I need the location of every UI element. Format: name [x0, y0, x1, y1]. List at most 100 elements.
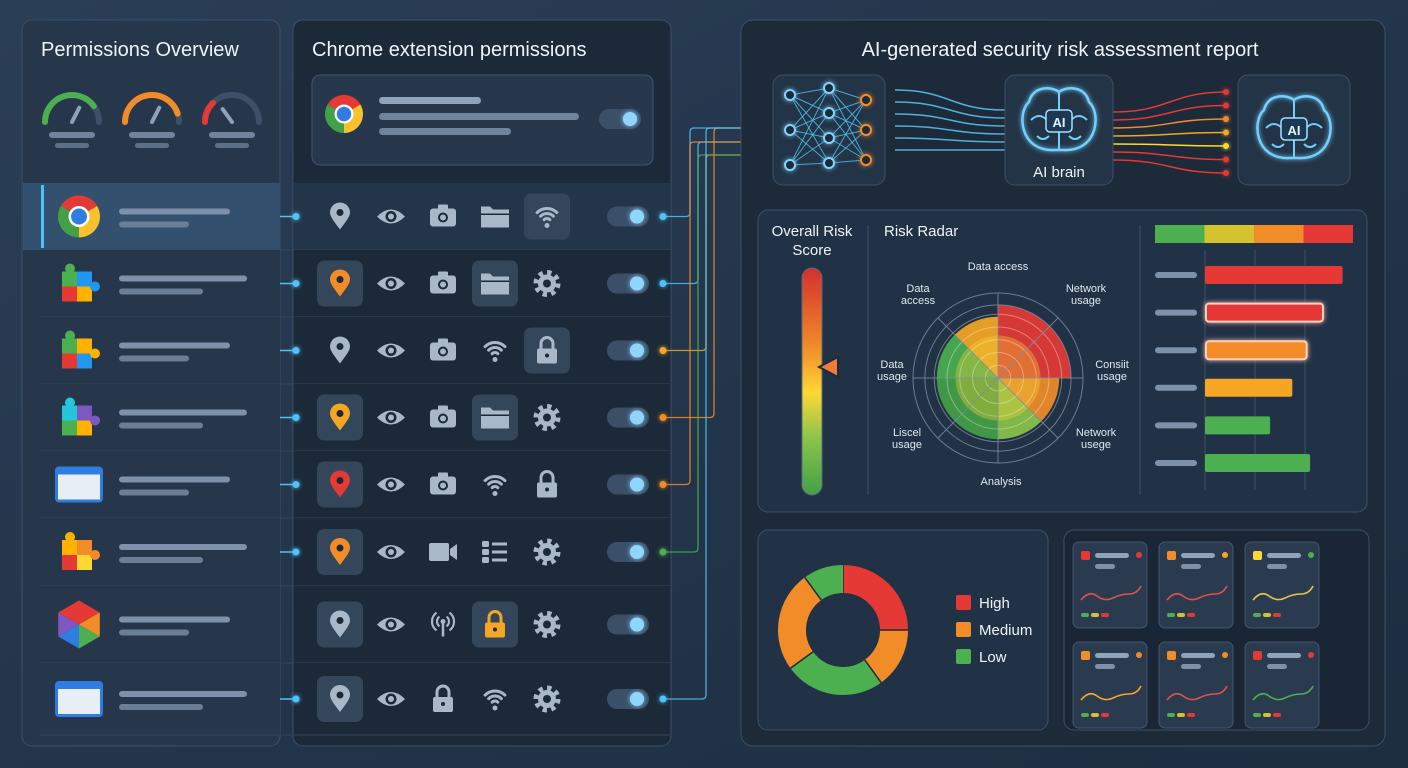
- video-icon: [429, 543, 457, 561]
- severity-scale-segment: [1303, 225, 1353, 243]
- radar-axis-label: Network: [1066, 283, 1107, 295]
- permission-toggle[interactable]: [607, 689, 649, 709]
- permission-pin[interactable]: [317, 394, 363, 441]
- permission-pin[interactable]: [330, 336, 350, 364]
- permission-wifi[interactable]: [483, 475, 507, 497]
- connector-dot: [292, 414, 300, 421]
- risk-score-bar: [801, 267, 823, 496]
- lock-icon: [433, 684, 453, 712]
- donut-segment: [804, 565, 844, 601]
- permission-camera[interactable]: [430, 338, 456, 361]
- connector-dot: [659, 481, 667, 488]
- gauge-needle-icon: [150, 105, 162, 124]
- puzzle-icon: [62, 330, 100, 369]
- permission-lock[interactable]: [524, 327, 570, 374]
- risk-bar: [1205, 454, 1311, 472]
- permission-pin[interactable]: [317, 601, 363, 648]
- radar-axis-label: Data: [880, 359, 904, 371]
- permission-gear[interactable]: [533, 404, 561, 431]
- gear-icon: [533, 538, 561, 566]
- permission-pin[interactable]: [330, 202, 350, 230]
- permission-pin[interactable]: [317, 676, 363, 722]
- severity-scale-segment: [1204, 225, 1254, 243]
- permission-gear[interactable]: [533, 538, 561, 566]
- permission-pin[interactable]: [317, 461, 363, 508]
- connector-dot: [659, 280, 667, 287]
- extension-row[interactable]: [23, 250, 670, 318]
- donut-legend: High Medium Low: [956, 595, 1032, 666]
- ai-chip-label: AI: [1053, 115, 1066, 130]
- extension-row[interactable]: [23, 663, 670, 736]
- legend-label: Medium: [979, 622, 1032, 639]
- gear-icon: [533, 685, 561, 713]
- permission-eye[interactable]: [377, 617, 405, 632]
- mini-chart-card[interactable]: [1244, 641, 1320, 729]
- mini-chart-card[interactable]: [1072, 641, 1148, 729]
- lock-icon: [485, 610, 505, 638]
- permission-camera[interactable]: [430, 271, 456, 294]
- permission-toggle[interactable]: [607, 407, 649, 428]
- mini-chart-card[interactable]: [1072, 541, 1148, 629]
- permission-eye[interactable]: [377, 692, 405, 706]
- permission-wifi[interactable]: [483, 341, 507, 363]
- permission-pin[interactable]: [317, 529, 363, 575]
- connector-dot: [292, 481, 300, 488]
- permission-video[interactable]: [429, 543, 457, 561]
- permission-pin[interactable]: [317, 260, 363, 307]
- permission-gear[interactable]: [533, 611, 561, 638]
- connector-dot: [659, 548, 667, 556]
- permission-camera[interactable]: [430, 204, 456, 227]
- permission-wifi[interactable]: [483, 689, 507, 711]
- permission-toggle[interactable]: [607, 542, 649, 562]
- permission-toggle[interactable]: [607, 273, 649, 294]
- extension-row[interactable]: [23, 451, 670, 519]
- placeholder-line: [119, 557, 203, 563]
- permission-eye[interactable]: [377, 545, 405, 559]
- extension-row[interactable]: [23, 183, 670, 251]
- mini-chart-card[interactable]: [1244, 541, 1320, 629]
- permission-gear[interactable]: [533, 685, 561, 713]
- permission-wifi[interactable]: [524, 193, 570, 240]
- permission-lock[interactable]: [433, 684, 453, 712]
- risk-bar: [1205, 340, 1308, 361]
- permission-lock[interactable]: [537, 470, 557, 498]
- permission-folder[interactable]: [481, 206, 509, 228]
- permission-eye[interactable]: [377, 410, 405, 425]
- extension-header-card[interactable]: [311, 74, 654, 166]
- permission-list[interactable]: [482, 541, 507, 563]
- permission-eye[interactable]: [377, 276, 405, 291]
- pin-icon: [330, 269, 350, 297]
- permission-lock[interactable]: [472, 601, 518, 648]
- neural-network-icon: [772, 74, 886, 186]
- extension-row[interactable]: [23, 317, 670, 385]
- extension-row[interactable]: [23, 384, 670, 452]
- extension-row[interactable]: [23, 586, 670, 664]
- permission-eye[interactable]: [377, 477, 405, 492]
- data-flow-lines: [894, 89, 1229, 176]
- permission-eye[interactable]: [377, 209, 405, 224]
- permission-toggle[interactable]: [607, 474, 649, 495]
- puzzle-icon: [62, 263, 100, 302]
- ai-brain-icon: AI: [1237, 74, 1351, 186]
- list-icon: [482, 541, 507, 563]
- connector-dot: [292, 347, 300, 354]
- permission-toggle[interactable]: [607, 614, 649, 635]
- permission-toggle[interactable]: [607, 340, 649, 361]
- legend-label: High: [979, 595, 1010, 612]
- mini-chart-card[interactable]: [1158, 541, 1234, 629]
- permission-gear[interactable]: [533, 270, 561, 297]
- permission-folder[interactable]: [472, 394, 518, 441]
- extension-toggle[interactable]: [599, 109, 641, 129]
- mini-chart-card[interactable]: [1158, 641, 1234, 729]
- panel-title: Permissions Overview: [41, 39, 239, 61]
- hexagon-logo-icon: [58, 600, 100, 649]
- permission-folder[interactable]: [472, 260, 518, 307]
- permission-camera[interactable]: [430, 405, 456, 428]
- placeholder-line: [119, 616, 230, 623]
- permission-camera[interactable]: [430, 472, 456, 495]
- donut-segment: [864, 629, 908, 683]
- extension-row[interactable]: [23, 518, 670, 587]
- permission-eye[interactable]: [377, 343, 405, 358]
- risk-section: Overall Risk Score Risk Radar Data acces…: [757, 209, 1368, 513]
- permission-toggle[interactable]: [607, 206, 649, 227]
